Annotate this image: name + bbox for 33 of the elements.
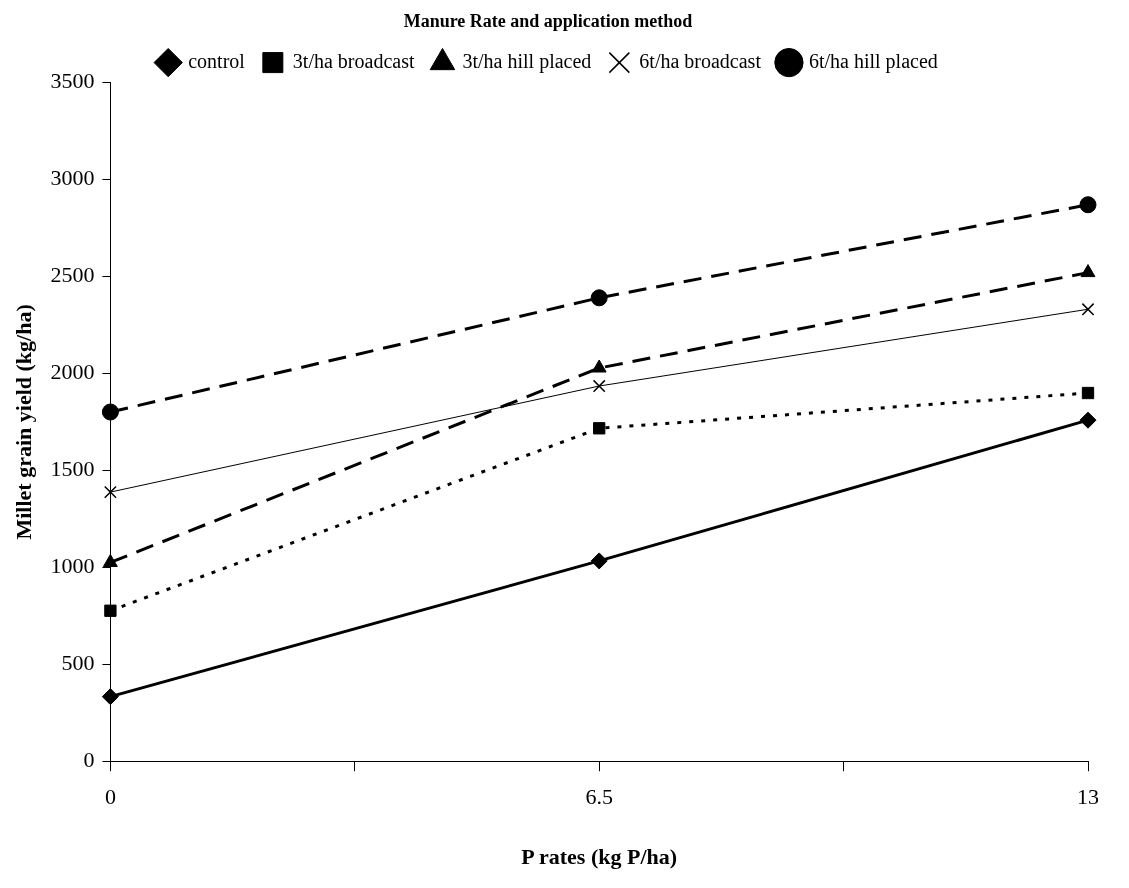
legend-title: Manure Rate and application method [403,10,693,31]
point [1079,411,1097,429]
point [1081,386,1095,400]
point [101,403,119,421]
point [1080,264,1096,278]
y-tick-label: 1500 [50,456,95,482]
y-axis-title: Millet grain yield (kg/ha) [10,304,36,540]
point [591,359,607,373]
point [104,604,117,617]
y-tick-label: 3500 [50,68,95,94]
y-tick-label: 1000 [50,553,95,579]
point [101,688,119,706]
y-tick-label: 2500 [50,262,95,288]
legend-label: 6t/ha hill placed [808,49,938,73]
point [103,485,117,499]
x-tick-label: 6.5 [585,784,613,810]
point [1081,302,1095,316]
point [1079,196,1097,214]
y-tick-label: 500 [61,650,95,676]
point [590,552,608,570]
y-tick-label: 0 [83,746,95,772]
point [590,289,608,307]
y-tick-label: 2000 [50,359,95,385]
x-axis-title: P rates (kg P/ha) [521,844,678,870]
legend-label: 3t/ha broadcast [292,49,415,72]
legend-label: 3t/ha hill placed [462,49,592,73]
legend-label: control [188,49,246,72]
legend-label: 6t/ha broadcast [639,49,762,72]
x-tick-label: 0 [104,784,116,810]
point [592,379,606,393]
y-tick-label: 3000 [50,165,95,191]
x-tick-label: 13 [1077,784,1099,810]
point [593,422,606,435]
